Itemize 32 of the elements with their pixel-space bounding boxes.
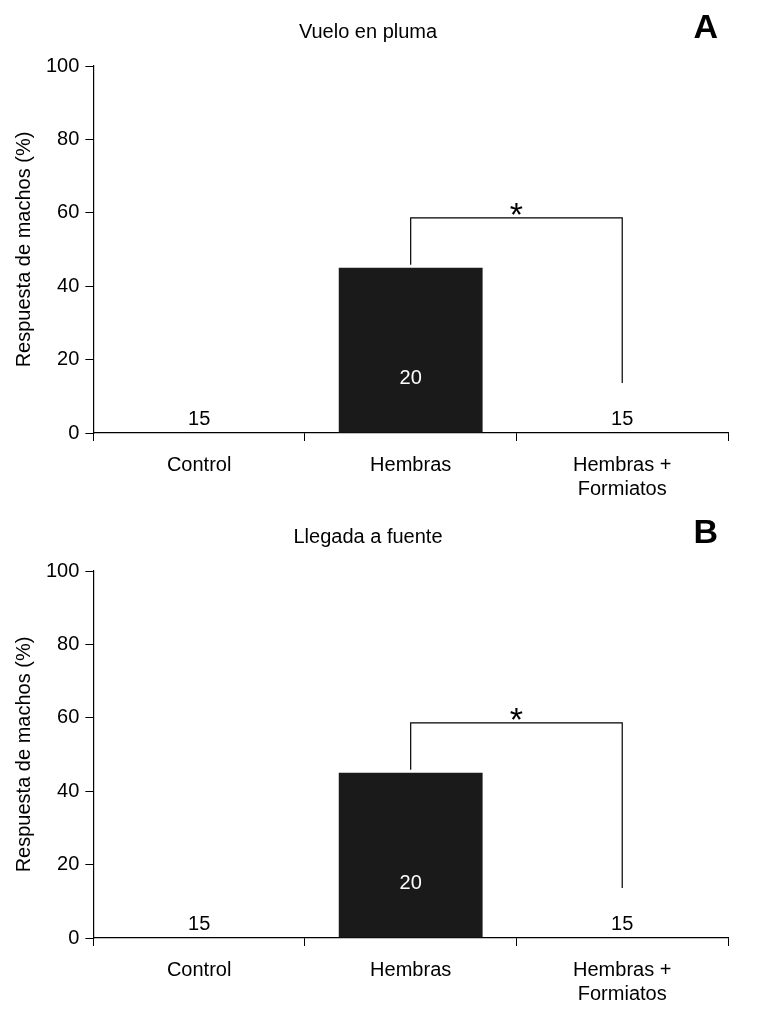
annotation: 15 (188, 406, 211, 429)
y-tick-label: 20 (57, 347, 80, 370)
y-tick-label: 100 (45, 53, 80, 76)
x-tick-label: Hembras + Formiatos (573, 957, 672, 1004)
y-tick-label: 40 (57, 273, 80, 296)
annotation: 15 (188, 911, 211, 934)
annotation: * (509, 700, 524, 739)
y-axis-title: Respuesta de machos (%) (11, 636, 34, 873)
chart-title: Vuelo en pluma (298, 19, 438, 42)
text: B (693, 512, 718, 551)
annotation: 15 (611, 406, 634, 429)
chart-title: Llegada a fuente (293, 524, 443, 547)
y-tick-label: 0 (68, 420, 80, 443)
annotation: 20 (399, 365, 422, 388)
x-tick-label: Hembras + Formiatos (573, 452, 672, 499)
y-tick-label: 60 (57, 200, 80, 223)
x-tick-label: Control (166, 957, 232, 980)
x-tick-label: Hembras (370, 957, 452, 980)
annotation: 20 (399, 870, 422, 893)
y-tick-label: 60 (57, 705, 80, 728)
annotation: * (509, 195, 524, 234)
y-tick-label: 100 (45, 558, 80, 581)
x-tick-label: Hembras (370, 452, 452, 475)
y-tick-label: 40 (57, 778, 80, 801)
text: A (693, 7, 718, 46)
x-tick-label: Control (166, 452, 232, 475)
annotation: 15 (611, 911, 634, 934)
y-tick-label: 80 (57, 631, 80, 654)
y-tick-label: 80 (57, 126, 80, 149)
y-tick-label: 0 (68, 925, 80, 948)
y-tick-label: 20 (57, 852, 80, 875)
y-axis-title: Respuesta de machos (%) (11, 131, 34, 368)
